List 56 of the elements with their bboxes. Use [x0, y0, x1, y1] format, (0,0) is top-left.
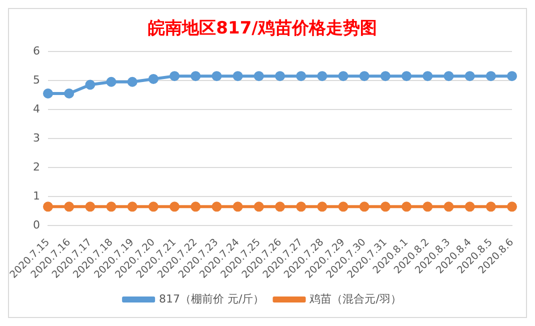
- y-tick-label: 2: [32, 160, 40, 174]
- point: [170, 202, 180, 212]
- y-tick-label: 0: [32, 218, 40, 232]
- point: [422, 71, 433, 82]
- point: [338, 202, 348, 212]
- y-tick-label: 4: [32, 102, 40, 116]
- y-tick-label: 5: [32, 73, 40, 86]
- point: [402, 71, 412, 82]
- point: [422, 202, 433, 212]
- point: [380, 202, 390, 212]
- point: [464, 202, 475, 212]
- point: [127, 202, 138, 212]
- point: [317, 202, 328, 212]
- point: [254, 202, 264, 212]
- point: [507, 71, 517, 82]
- point: [274, 71, 285, 82]
- y-tick-label: 6: [32, 44, 40, 58]
- point: [464, 71, 475, 82]
- point: [296, 71, 306, 82]
- point: [190, 202, 201, 212]
- point: [296, 202, 306, 212]
- point: [106, 202, 116, 212]
- point: [170, 71, 180, 82]
- point: [190, 71, 201, 82]
- point: [444, 202, 454, 212]
- point: [486, 71, 496, 82]
- legend-label: 鸡苗（混合元/羽）: [308, 292, 402, 306]
- point: [85, 80, 96, 90]
- point: [232, 202, 243, 212]
- point: [254, 71, 264, 82]
- point: [274, 202, 285, 212]
- chart-title: 皖南地区817/鸡苗价格走势图: [148, 18, 377, 39]
- point: [232, 71, 243, 82]
- point: [486, 202, 496, 212]
- point: [507, 202, 517, 212]
- point: [127, 76, 138, 87]
- point: [359, 71, 370, 82]
- point: [42, 88, 53, 98]
- point: [402, 202, 412, 212]
- point: [359, 202, 370, 212]
- y-tick-label: 1: [32, 189, 40, 202]
- point: [212, 71, 222, 82]
- y-tick-label: 3: [32, 131, 40, 144]
- point: [64, 202, 74, 212]
- point: [85, 202, 96, 212]
- point: [64, 88, 74, 98]
- point: [106, 76, 116, 87]
- legend-label: 817（棚前价 元/斤）: [159, 292, 264, 306]
- point: [148, 202, 158, 212]
- point: [380, 71, 390, 82]
- point: [42, 202, 53, 212]
- point: [317, 71, 328, 82]
- point: [444, 71, 454, 82]
- point: [148, 74, 158, 84]
- point: [338, 71, 348, 82]
- point: [212, 202, 222, 212]
